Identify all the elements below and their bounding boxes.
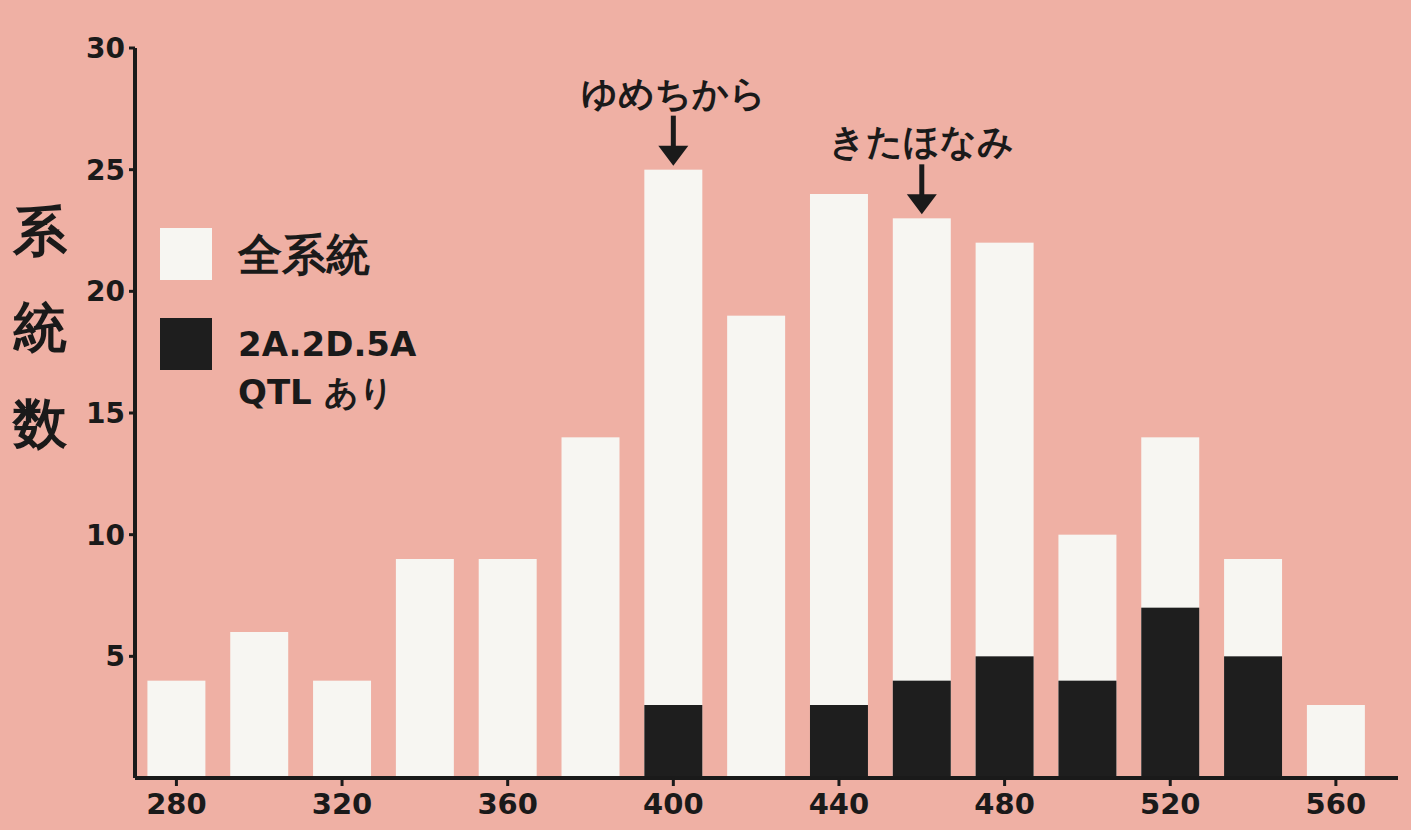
legend-label: 全系統 [237,229,370,280]
annotation: きたほなみ [829,121,1014,214]
bar [1224,656,1282,778]
legend: 全系統 2A.2D.5AQTL あり [160,228,417,412]
legend-label: 2A.2D.5AQTL あり [238,324,417,412]
bar [1141,608,1199,778]
bar [810,194,868,778]
bar [230,632,288,778]
bar [147,681,205,778]
bar [893,218,951,778]
y-tick-label: 25 [86,154,125,187]
bar [1058,681,1116,778]
y-tick [129,290,135,293]
y-tick-label: 10 [86,519,125,552]
legend-swatch [160,228,212,280]
bar [562,437,620,778]
y-tick-label: 20 [86,275,125,308]
x-tick-label: 520 [1140,787,1201,821]
x-tick [506,778,509,786]
x-axis [135,776,1398,780]
x-tick-label: 280 [146,787,207,821]
bar [1141,437,1199,778]
y-tick [129,533,135,536]
bar [644,705,702,778]
bar [479,559,537,778]
legend-swatch [160,318,212,370]
x-tick-label: 400 [643,787,704,821]
x-tick-label: 440 [809,787,870,821]
y-axis-title: 系統数 [11,200,68,455]
x-tick-label: 480 [974,787,1035,821]
arrow-head [907,194,937,214]
y-tick [129,412,135,415]
y-tick [129,655,135,658]
bar [396,559,454,778]
x-tick [341,778,344,786]
arrow-head [658,146,688,166]
bar [1058,535,1116,778]
y-tick-label: 5 [106,640,125,673]
x-tick-label: 320 [312,787,373,821]
y-tick [129,47,135,50]
y-tick-label: 15 [86,397,125,430]
chart: 5 10 15 20 25 30 280 320 360 400 440 480 520 560 系統数 全系… [0,0,1411,830]
bar [976,243,1034,778]
y-tick [129,168,135,171]
bar [1224,559,1282,778]
x-tick [1169,778,1172,786]
bars [147,170,1364,778]
x-tick-label: 560 [1306,787,1367,821]
bar [810,705,868,778]
x-tick [672,778,675,786]
bar [727,316,785,778]
x-tick-label: 360 [477,787,538,821]
x-tick [1334,778,1337,786]
bar [893,681,951,778]
y-tick-label: 30 [86,32,125,65]
bar [1307,705,1365,778]
bar [313,681,371,778]
x-tick [837,778,840,786]
annotation: ゆめちから [581,73,766,166]
annotation-text: きたほなみ [829,121,1014,162]
bar [976,656,1034,778]
x-tick [1003,778,1006,786]
bar [644,170,702,778]
annotation-text: ゆめちから [581,73,766,114]
x-tick [175,778,178,786]
